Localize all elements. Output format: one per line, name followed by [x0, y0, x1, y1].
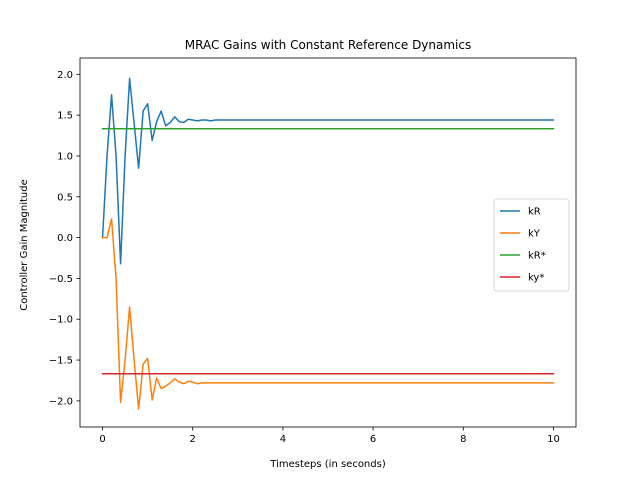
- chart-title: MRAC Gains with Constant Reference Dynam…: [185, 38, 472, 52]
- x-tick-label-0: 0: [99, 434, 105, 445]
- x-tick-label-4: 8: [460, 434, 466, 445]
- series-line-0: [101, 77, 555, 265]
- series-lines: [101, 77, 555, 410]
- y-tick-label-8: −2.0: [49, 396, 73, 407]
- legend-box: [493, 198, 570, 292]
- y-axis-label: Controller Gain Magnitude: [19, 179, 30, 311]
- y-tick-label-5: −0.5: [49, 274, 73, 285]
- legend-label-3: ky*: [528, 273, 544, 284]
- x-tick-label-3: 6: [370, 434, 376, 445]
- y-tick-label-1: 1.5: [57, 111, 73, 122]
- x-tick-label-2: 4: [280, 434, 286, 445]
- y-tick-label-3: 0.5: [57, 192, 73, 203]
- legend-label-2: kR*: [528, 251, 546, 262]
- legend-label-0: kR: [528, 207, 541, 218]
- y-tick-label-7: −1.5: [49, 356, 73, 367]
- y-tick-label-6: −1.0: [49, 315, 73, 326]
- y-tick-label-0: 2.0: [57, 70, 73, 81]
- y-tick-label-4: 0.0: [57, 233, 73, 244]
- series-line-1: [101, 218, 555, 410]
- legend-label-1: kY: [528, 229, 541, 240]
- x-tick-label-5: 10: [547, 434, 560, 445]
- y-tick-label-2: 1.0: [57, 151, 73, 162]
- plot-frame: [79, 57, 577, 428]
- x-tick-label-1: 2: [190, 434, 196, 445]
- x-axis-label: Timesteps (in seconds): [269, 459, 386, 470]
- axes: 0 2 4 6 8 10 2.0 1.5 1.0 0.5 0.0 −0.5 −1.0 −1.5 −2.0: [49, 57, 577, 445]
- legend: kR kY kR* ky*: [493, 198, 570, 292]
